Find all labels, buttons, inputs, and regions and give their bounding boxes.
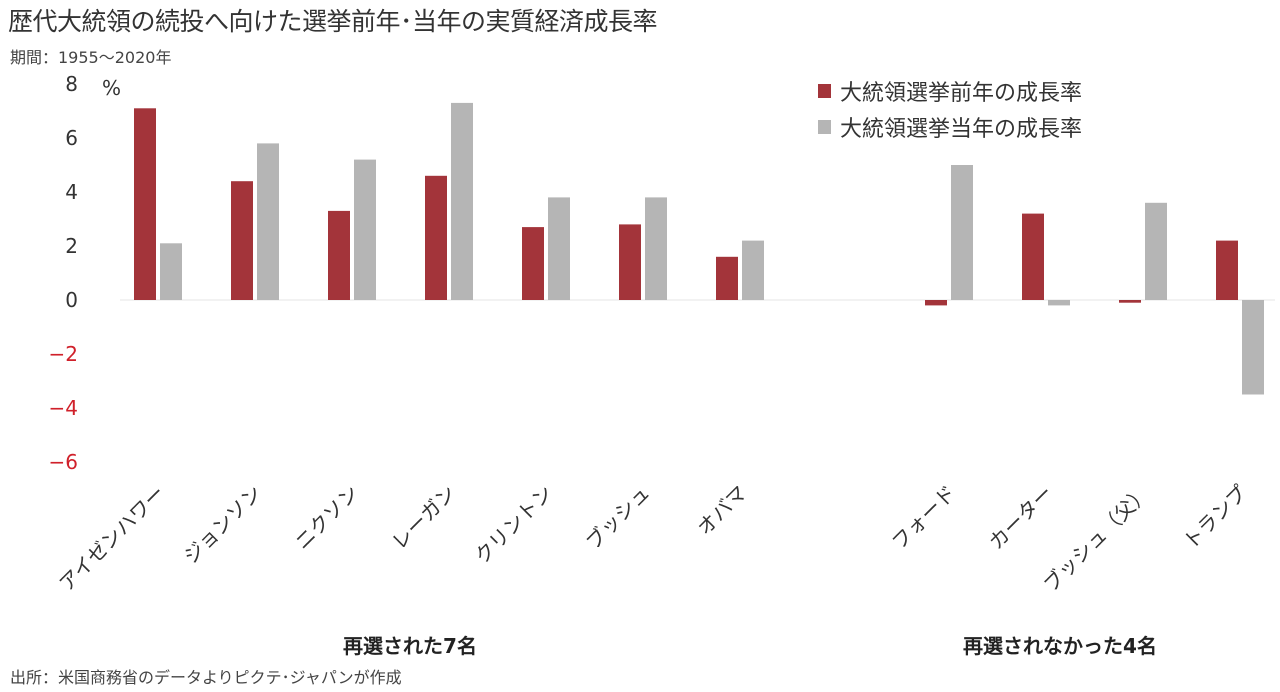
bar-pre-year-2: [328, 210, 350, 300]
bar-pre-year-0: [134, 108, 156, 300]
x-tick-label: クリントン: [470, 481, 558, 569]
y-tick-label: −2: [49, 342, 78, 366]
legend-swatch: [818, 84, 831, 98]
chart-title: 歴代大統領の続投へ向けた選挙前年･当年の実質経済成長率: [8, 7, 658, 36]
bar-election-year-2: [354, 159, 376, 300]
bar-election-year-5: [645, 197, 667, 300]
bar-election-year-10: [1242, 300, 1264, 395]
bar-pre-year-5: [619, 224, 641, 300]
x-tick-label: ニクソン: [290, 481, 364, 555]
bar-election-year-3: [451, 102, 473, 301]
legend-label: 大統領選挙前年の成長率: [840, 81, 1082, 106]
bar-pre-year-7: [925, 300, 947, 306]
x-tick-label: フォード: [887, 481, 961, 555]
bar-election-year-1: [257, 143, 279, 300]
y-axis: 8 6 4 2 0 −2 −4 −6%: [49, 72, 1275, 474]
bar-election-year-4: [548, 197, 570, 300]
x-tick-label: カーター: [984, 481, 1058, 555]
bar-election-year-9: [1145, 202, 1167, 300]
x-tick-label: ブッシュ: [581, 481, 655, 555]
y-tick-label: −6: [49, 450, 78, 474]
chart-subtitle: 期間：1955～2020年: [10, 48, 172, 67]
source-note: 出所：米国商務省のデータよりピクテ･ジャパンが作成: [10, 668, 402, 687]
bars: [134, 102, 1264, 395]
bar-pre-year-8: [1022, 213, 1044, 300]
bar-election-year-0: [160, 243, 182, 300]
x-axis: アイゼンハワー ジョンソン ニクソン レーガン クリントン ブッシュ オバマ フォード カーター…: [54, 481, 1251, 597]
bar-pre-year-6: [716, 256, 738, 300]
x-tick-label: トランプ: [1178, 481, 1251, 554]
y-tick-label: 4: [65, 180, 78, 204]
x-tick-label: アイゼンハワー: [54, 481, 169, 596]
x-tick-label: レーガン: [387, 481, 461, 555]
group-labels: 再選された7名 再選されなかった4名: [343, 634, 1157, 658]
group-label: 再選された7名: [343, 634, 477, 658]
bar-pre-year-3: [425, 175, 447, 300]
y-tick-label: 2: [65, 234, 78, 258]
y-tick-label: 6: [65, 126, 78, 150]
y-tick-label: 0: [65, 288, 78, 312]
group-label: 再選されなかった4名: [963, 634, 1157, 658]
x-tick-label: オバマ: [692, 481, 751, 540]
y-axis-unit: %: [102, 76, 121, 100]
y-tick-label: −4: [49, 396, 78, 420]
bar-pre-year-10: [1216, 240, 1238, 300]
legend-swatch: [818, 120, 831, 134]
bar-pre-year-4: [522, 227, 544, 300]
bar-election-year-7: [951, 165, 973, 300]
bar-election-year-6: [742, 240, 764, 300]
legend-label: 大統領選挙当年の成長率: [840, 117, 1082, 142]
bar-pre-year-1: [231, 181, 253, 300]
x-tick-label: ジョンソン: [179, 481, 267, 569]
y-tick-label: 8: [65, 72, 78, 96]
bar-election-year-8: [1048, 300, 1070, 306]
bar-pre-year-9: [1119, 300, 1141, 303]
